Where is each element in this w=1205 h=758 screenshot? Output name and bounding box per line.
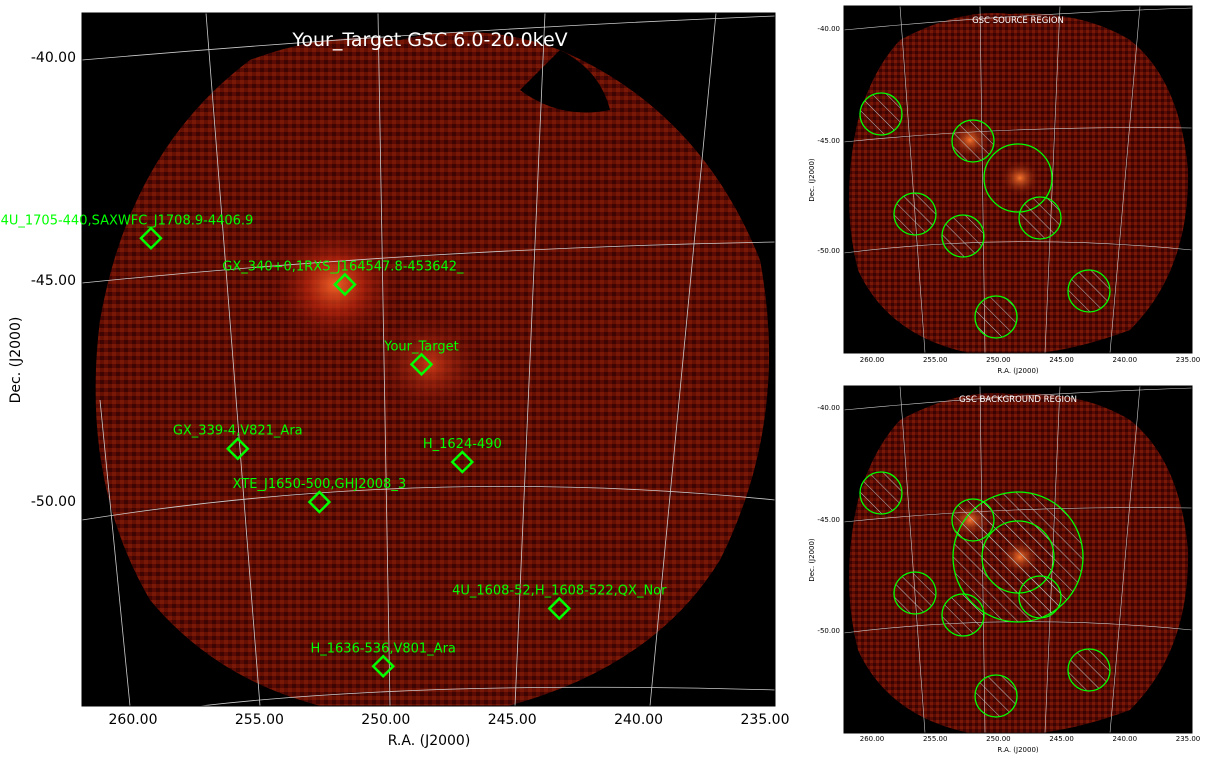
source-marker: XTE_J1650-500,GHJ2008_3 [233, 477, 406, 514]
source-label: 4U_1608-52,H_1608-522,QX_Nor [452, 584, 667, 599]
source-label: H_1636-536,V801_Ara [310, 641, 455, 656]
diamond-marker [450, 450, 475, 474]
main-grid [82, 13, 775, 706]
main-panel: Your_Target GSC 6.0-20.0keV 4U_1705-440,… [1, 12, 790, 749]
main-x-ticks: 260.00 255.00 250.00 245.00 240.00 235.00 [109, 712, 790, 728]
main-source-markers: 4U_1705-440,SAXWFC_J1708.9-4406.9 GX_340+… [1, 213, 667, 679]
source-marker: Your_Target [383, 339, 459, 377]
main-dark-notch [520, 50, 610, 113]
src-excl-region [893, 192, 937, 236]
source-label: GX_339-4,V821_Ara [173, 424, 303, 439]
diamond-marker [307, 490, 332, 514]
src-regions [859, 92, 1111, 339]
src-ylabel: Dec. (J2000) [808, 158, 816, 202]
bkg-excl-region [974, 674, 1018, 718]
src-excl-region [859, 92, 903, 136]
x-tick-label: 240.00 [1113, 735, 1138, 743]
x-tick-label: 250.00 [986, 356, 1011, 364]
bkg-ylabel: Dec. (J2000) [808, 538, 816, 582]
y-tick-label: -40.00 [31, 50, 76, 66]
bkg-annulus-inner [981, 520, 1055, 594]
bkg-y-ticks: -40.00 -45.00 -50.00 [817, 404, 840, 635]
x-tick-label: 250.00 [986, 735, 1011, 743]
diamond-marker [225, 436, 250, 461]
source-marker: 4U_1705-440,SAXWFC_J1708.9-4406.9 [1, 213, 254, 251]
source-marker: GX_340+0,1RXS_J164547.8-453642_ [222, 259, 464, 297]
src-excl-region [1018, 196, 1062, 240]
main-ylabel: Dec. (J2000) [8, 317, 24, 404]
x-tick-label: 240.00 [614, 712, 663, 728]
source-marker: H_1624-490 [423, 437, 502, 474]
x-tick-label: 260.00 [860, 735, 885, 743]
x-tick-label: 260.00 [860, 356, 885, 364]
x-tick-label: 235.00 [1176, 356, 1201, 364]
src-target-blob [1000, 160, 1040, 196]
y-tick-label: -40.00 [817, 25, 840, 33]
bkg-excl-region [1067, 648, 1111, 692]
src-excl-region [1067, 269, 1111, 313]
y-tick-label: -45.00 [817, 516, 840, 524]
diamond-marker [139, 226, 163, 251]
src-excl-region [941, 214, 985, 258]
bkg-excl-region [1018, 575, 1062, 619]
y-tick-label: -50.00 [31, 494, 76, 510]
bkg-title: GSC BACKGROUND REGION [959, 395, 1077, 405]
x-tick-label: 255.00 [235, 712, 284, 728]
bkg-excl-region [951, 498, 995, 542]
src-y-ticks: -40.00 -45.00 -50.00 [817, 25, 840, 255]
x-tick-label: 235.00 [1176, 735, 1201, 743]
source-marker: GX_339-4,V821_Ara [173, 424, 303, 461]
bkg-regions [859, 471, 1111, 718]
x-tick-label: 235.00 [741, 712, 790, 728]
src-excl-region [974, 295, 1018, 339]
main-frame [81, 12, 776, 707]
diamond-marker [547, 596, 572, 621]
main-title: Your_Target GSC 6.0-20.0keV [291, 29, 567, 51]
x-tick-label: 240.00 [1113, 356, 1138, 364]
x-tick-label: 245.00 [488, 712, 537, 728]
source-marker: 4U_1608-52,H_1608-522,QX_Nor [452, 584, 667, 621]
y-tick-label: -50.00 [817, 627, 840, 635]
y-tick-label: -50.00 [817, 247, 840, 255]
src-grid [844, 6, 1192, 353]
source-marker: H_1636-536,V801_Ara [310, 641, 456, 679]
y-tick-label: -45.00 [31, 273, 76, 289]
bkg-x-ticks: 260.00 255.00 250.00 245.00 240.00 235.00 [860, 735, 1201, 743]
x-tick-label: 255.00 [923, 735, 948, 743]
src-xlabel: R.A. (J2000) [997, 367, 1039, 375]
x-tick-label: 255.00 [923, 356, 948, 364]
source-label: 4U_1705-440,SAXWFC_J1708.9-4406.9 [1, 213, 254, 228]
src-target-region [983, 143, 1053, 213]
background-region-panel: GSC BACKGROUND REGION 260.00 255.00 250.00… [808, 385, 1201, 754]
y-tick-label: -45.00 [817, 137, 840, 145]
x-tick-label: 245.00 [1049, 356, 1074, 364]
y-tick-label: -40.00 [817, 404, 840, 412]
source-label: H_1624-490 [423, 437, 502, 452]
src-excl-region [951, 119, 995, 163]
source-region-panel: GSC SOURCE REGION 260.00 255.00 250.00 245.… [808, 5, 1201, 375]
diamond-marker [409, 352, 434, 377]
src-x-ticks: 260.00 255.00 250.00 245.00 240.00 235.00 [860, 356, 1201, 364]
x-tick-label: 245.00 [1049, 735, 1074, 743]
source-label: XTE_J1650-500,GHJ2008_3 [233, 477, 406, 492]
bkg-frame [843, 385, 1193, 734]
main-xlabel: R.A. (J2000) [388, 733, 471, 749]
diamond-marker [333, 272, 357, 297]
bkg-xlabel: R.A. (J2000) [997, 746, 1039, 754]
source-label: Your_Target [383, 339, 458, 354]
src-title: GSC SOURCE REGION [972, 16, 1064, 26]
x-tick-label: 260.00 [109, 712, 158, 728]
bkg-excl-region [859, 471, 903, 515]
main-y-ticks: -40.00 -45.00 -50.00 [31, 50, 76, 510]
x-tick-label: 250.00 [361, 712, 410, 728]
source-label: GX_340+0,1RXS_J164547.8-453642_ [222, 259, 464, 274]
bkg-excl-region [893, 571, 937, 615]
diamond-marker [371, 654, 395, 679]
bkg-excl-region [941, 593, 985, 637]
src-frame [843, 5, 1193, 354]
